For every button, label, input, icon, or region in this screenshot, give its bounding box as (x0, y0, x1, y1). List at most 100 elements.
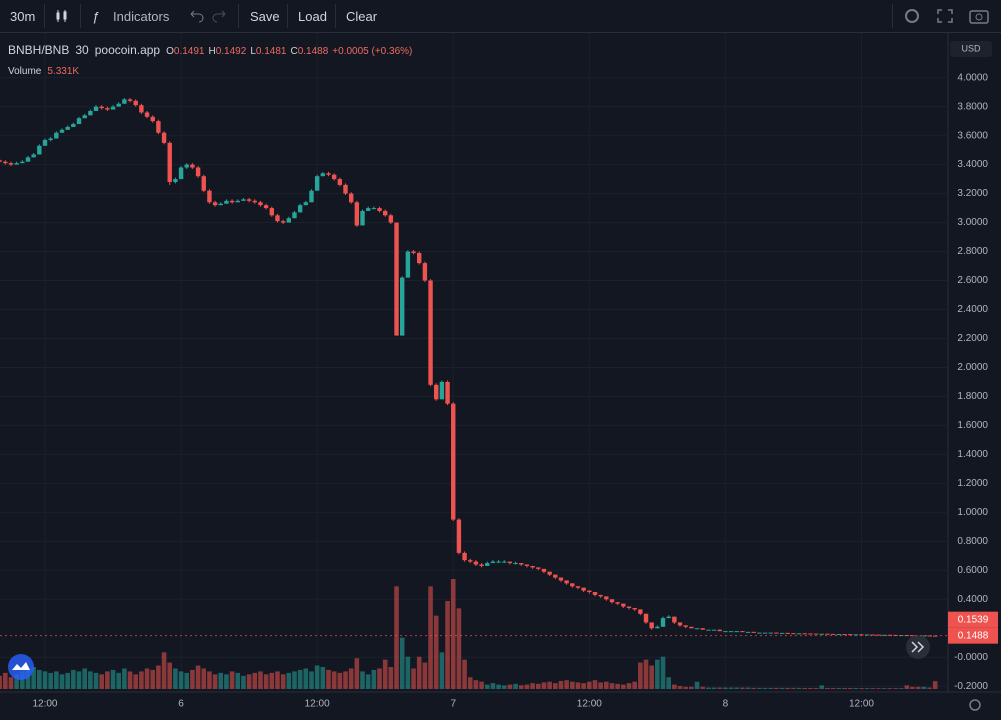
candle-body (20, 161, 25, 164)
candle-body (536, 567, 541, 569)
candle-body (570, 583, 575, 587)
candle-body (808, 633, 813, 635)
volume-bar (779, 687, 785, 689)
y-tick-label: 1.0000 (957, 507, 988, 518)
candle-body (859, 634, 864, 636)
candle-body (434, 384, 439, 400)
indicators-button[interactable]: Indicators (113, 9, 170, 24)
volume-bar (881, 688, 887, 689)
candle-body (910, 635, 915, 637)
volume-bar (575, 682, 581, 689)
volume-bar (484, 684, 490, 689)
volume-bar (785, 687, 791, 689)
candle-body (292, 212, 297, 219)
ohlc-key: O (166, 46, 174, 57)
volume-bar (450, 579, 456, 689)
right-tools[interactable] (903, 7, 993, 25)
volume-bar (655, 659, 660, 689)
volume-bar (638, 662, 643, 689)
candle-body (558, 577, 564, 581)
price-tag (948, 627, 998, 644)
volume-bar (320, 667, 326, 689)
candle-body (133, 100, 138, 106)
volume-bar (99, 674, 104, 689)
volume-bar (65, 672, 70, 689)
candle-body (836, 634, 841, 636)
candle-body (530, 565, 535, 568)
chart-type-icon[interactable] (54, 8, 70, 24)
volume-bar (246, 674, 252, 689)
symbol: BNBH/BNB (8, 43, 70, 57)
candle-body (553, 574, 558, 578)
volume-bar (173, 668, 178, 689)
ohlc-key: H (208, 46, 216, 57)
candle-body (825, 633, 830, 635)
volume-bar (348, 668, 354, 689)
volume-bar (587, 681, 592, 689)
undo-redo[interactable] (188, 9, 228, 23)
candle-body (598, 594, 603, 597)
volume-bar (694, 681, 700, 689)
separator (80, 4, 81, 28)
y-tick-label: 2.4000 (957, 304, 988, 315)
volume-bar (864, 688, 870, 689)
volume-legend: Volume 5.331K (8, 66, 79, 77)
x-tick-label: 12:00 (305, 699, 330, 710)
y-tick-label: 3.0000 (957, 217, 988, 228)
candle-body (615, 602, 620, 604)
candle-body (54, 132, 59, 139)
volume-bar (915, 686, 921, 689)
volume-bar (649, 665, 654, 689)
candle-body (212, 202, 218, 206)
volume-bar (621, 684, 626, 689)
candle-body (502, 561, 507, 563)
volume-bar (819, 685, 825, 689)
volume-bar (371, 669, 377, 689)
separator (238, 4, 239, 28)
candle-body (275, 215, 280, 222)
candle-body (150, 116, 155, 122)
candle-body (144, 112, 150, 117)
settings-icon[interactable] (969, 699, 981, 711)
y-tick-label: 4.0000 (957, 72, 988, 83)
candle-body (768, 632, 773, 634)
volume-bar (904, 685, 910, 689)
volume-bar (490, 683, 496, 689)
load-button[interactable]: Load (298, 9, 327, 24)
candle-body (876, 634, 881, 636)
candle-body (195, 167, 201, 177)
interval-button[interactable]: 30m (10, 9, 36, 24)
candle-body (462, 552, 467, 561)
clear-button[interactable]: Clear (346, 9, 378, 24)
candle-body (694, 628, 700, 630)
volume-bar (314, 665, 320, 689)
price-axis-bg (948, 32, 1001, 720)
candle-body (105, 108, 110, 110)
candle-body (445, 381, 450, 404)
logo[interactable] (8, 654, 34, 680)
candle-body (524, 564, 530, 566)
candle-body (31, 154, 36, 158)
x-tick-label: 8 (723, 699, 729, 710)
price-tag (948, 611, 998, 628)
fx-icon: ƒ (92, 9, 100, 24)
save-button[interactable]: Save (250, 9, 280, 24)
candle-body (921, 635, 927, 637)
candle-body (609, 599, 615, 603)
volume-name: Volume (8, 66, 42, 77)
candle-body (468, 560, 473, 562)
candle-body (706, 629, 711, 631)
volume-bar (127, 671, 133, 689)
volume-bar (723, 687, 728, 689)
volume-bar (31, 667, 36, 689)
volume-bar (354, 658, 360, 689)
candle-body (513, 563, 518, 565)
currency-button[interactable] (950, 41, 992, 57)
candle-body (88, 110, 93, 116)
volume-bar (706, 687, 711, 689)
separator (44, 4, 45, 28)
volume-bar (728, 687, 734, 689)
candle-body (564, 580, 569, 584)
volume-bar (20, 671, 25, 689)
